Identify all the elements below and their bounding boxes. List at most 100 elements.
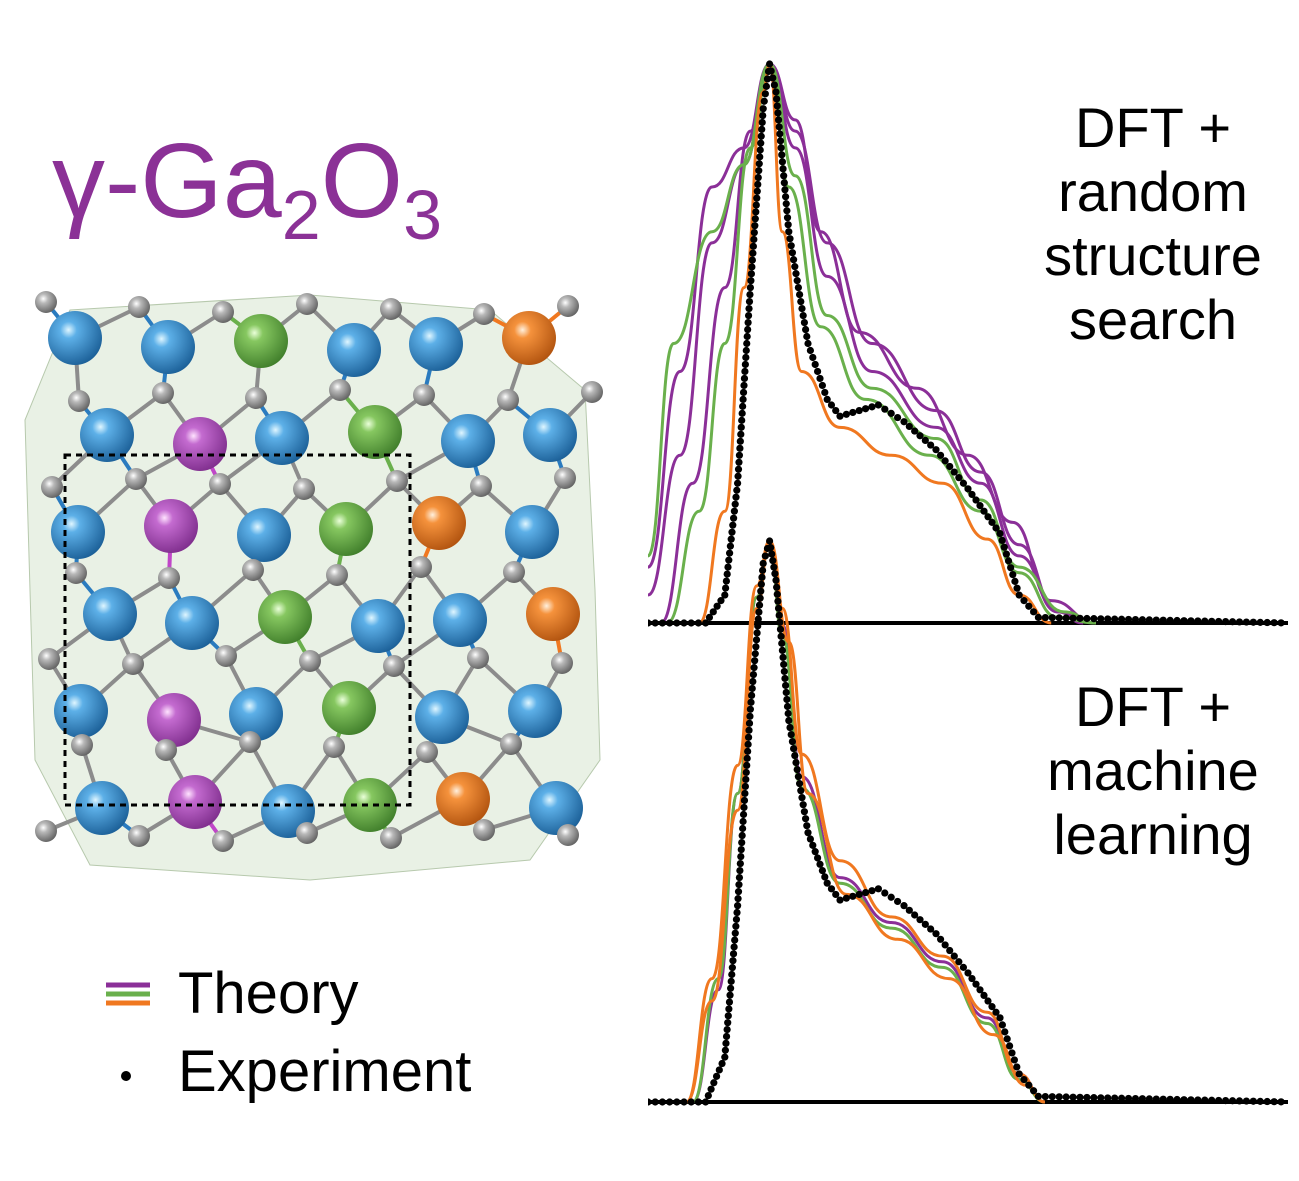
experiment-point [648,1098,652,1106]
experiment-point [927,925,935,933]
experiment-point [732,493,740,501]
experiment-point [739,395,747,403]
experiment-point [1138,1095,1146,1103]
experiment-point [725,1005,733,1013]
experiment-point [729,957,737,965]
experiment-point [736,437,744,445]
experiment-point [658,1098,666,1106]
experiment-point [1020,1075,1028,1084]
experiment-point [874,885,882,893]
experiment-point [758,573,766,581]
experiment-point [738,416,746,424]
experiment-point [794,773,802,781]
experiment-point [781,674,789,683]
experiment-point [894,413,902,422]
o-atom [410,556,432,578]
ga-atom-green [348,405,402,459]
experiment-point [745,304,753,313]
experiment-point [749,242,757,250]
experiment-point [774,109,782,117]
experiment-point [800,318,808,327]
experiment-point [1187,1096,1195,1104]
experiment-point [1166,1095,1174,1103]
experiment-point [788,737,796,746]
experiment-point [768,550,776,558]
experiment-point [941,457,949,465]
label-line: structure [1044,224,1262,287]
experiment-point [816,860,824,868]
experiment-point [779,653,787,662]
experiment-point [855,890,863,899]
experiment-point [827,885,836,893]
experiment-point [1131,615,1140,624]
experiment-point [732,922,740,930]
experiment-point [792,758,800,767]
experiment-point [746,284,754,292]
o-atom [296,293,318,315]
experiment-point [959,479,968,487]
experiment-point [832,406,840,415]
experiment-point [955,474,963,482]
experiment-point [722,577,730,585]
experiment-point [740,374,749,383]
experiment-point [749,670,758,679]
experiment-point [651,619,659,627]
experiment-point [782,688,790,697]
experiment-point [737,423,745,431]
experiment-point [774,597,782,605]
experiment-point [1228,1097,1237,1105]
experiment-point [1013,1063,1021,1071]
experiment-point [797,297,805,306]
experiment-point [787,730,795,739]
experiment-point [780,179,788,187]
experiment-point [725,556,733,564]
theory-curve-4 [685,539,1046,1104]
experiment-point [821,388,829,397]
experiment-point [1001,1028,1009,1036]
o-atom [383,655,405,677]
experiment-point [806,346,814,355]
experiment-point [727,535,735,543]
experiment-point [736,866,744,875]
experiment-point [722,1032,731,1041]
experiment-point [739,824,747,833]
experiment-point [1006,1042,1014,1050]
experiment-point [998,1021,1006,1029]
title-text-o: O [320,122,404,240]
ga-atom-orange [412,496,466,550]
experiment-point [950,952,958,960]
o-atom [470,475,492,497]
experiment-point [1180,1096,1188,1104]
experiment-point [1090,1094,1098,1102]
experiment-point [721,1053,729,1061]
experiment-point [786,235,794,243]
experiment-point [988,1003,996,1011]
experiment-point [766,537,774,545]
ga-atom-blue [48,311,102,365]
experiment-point [730,943,738,951]
experiment-point [754,173,762,182]
ga-atom-blue [54,684,108,738]
experiment-point [748,691,756,700]
experiment-point [1015,591,1023,599]
experiment-point [673,619,681,627]
experiment-point [1277,619,1285,627]
experiment-point [749,249,757,257]
experiment-point [874,401,882,409]
experiment-point [1159,1095,1167,1103]
experiment-point [980,991,988,1000]
experiment-point [803,332,811,341]
experiment-point [746,705,754,713]
experiment-point [1124,1094,1133,1103]
experiment-point [735,874,744,882]
ga-atom-green [258,590,312,644]
experiment-point [804,339,812,348]
theory-curve-6 [698,62,1052,625]
experiment-point [751,657,759,665]
o-atom [122,653,144,675]
o-atom [212,301,234,323]
experiment-point [733,486,741,494]
ga-atom-green [343,778,397,832]
experiment-point [1263,1097,1271,1106]
ga-atom-blue [415,690,469,744]
